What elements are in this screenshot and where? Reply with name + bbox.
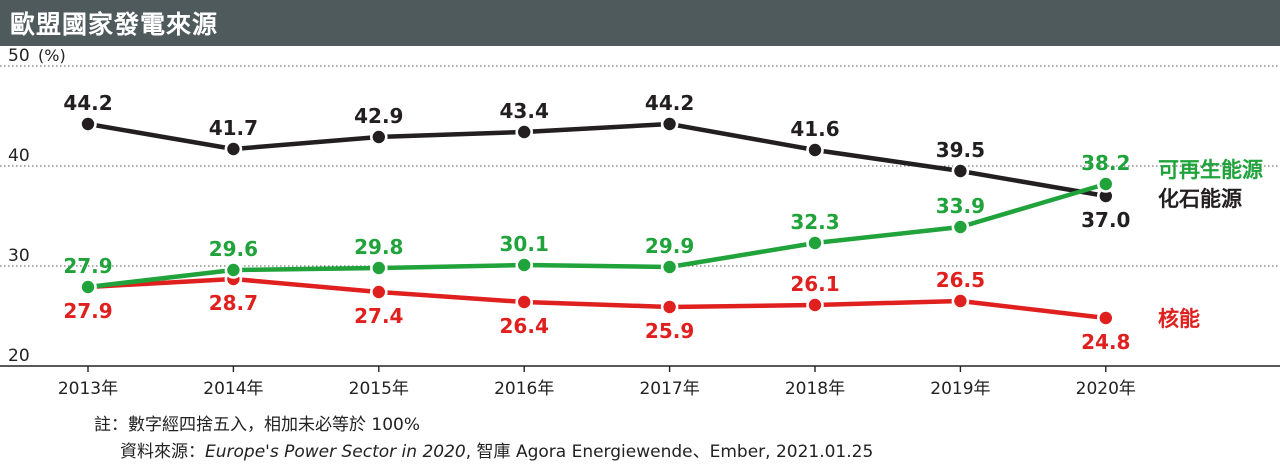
- notes: 註：數字經四捨五入，相加未必等於 100% 資料來源：Europe's Powe…: [94, 412, 873, 466]
- series-label: 核能: [1158, 307, 1200, 331]
- data-point: [660, 298, 679, 316]
- data-point: [806, 141, 824, 159]
- line-chart: 20 30 40 50 (%) 2013年 2014年 2015年 2016年 2017年 2018…: [0, 46, 1280, 399]
- data-point: [224, 261, 243, 279]
- data-label: 27.9: [63, 299, 112, 323]
- data-label: 44.2: [645, 91, 694, 115]
- x-tick-label: 2020年: [1076, 379, 1136, 399]
- data-label: 37.0: [1081, 208, 1130, 232]
- data-label: 30.1: [500, 232, 549, 256]
- source-rest: , 智庫 Agora Energiewende、Ember, 2021.01.2…: [465, 442, 874, 462]
- data-label: 25.9: [645, 319, 694, 343]
- source-prefix: 資料來源：: [120, 442, 205, 462]
- source-text: 資料來源：Europe's Power Sector in 2020, 智庫 A…: [94, 439, 873, 466]
- data-point: [951, 162, 970, 180]
- data-label: 41.7: [209, 116, 258, 140]
- data-label: 26.1: [790, 272, 839, 296]
- data-point: [806, 234, 824, 252]
- data-label: 41.6: [790, 117, 839, 141]
- series-label: 化石能源: [1158, 187, 1242, 211]
- data-point: [79, 115, 97, 133]
- data-label: 29.8: [354, 235, 403, 259]
- data-label: 29.6: [209, 237, 258, 261]
- data-label: 26.5: [936, 268, 985, 292]
- data-label: 27.9: [63, 254, 112, 278]
- series-line-可再生能源: [87, 181, 1107, 290]
- data-label: 29.9: [645, 234, 694, 258]
- y-tick-label: 20: [8, 346, 30, 366]
- data-label: 27.4: [354, 304, 403, 328]
- y-unit-label: (%): [38, 46, 66, 65]
- title-bar: 歐盟國家發電來源: [0, 0, 1280, 46]
- x-tick-label: 2018年: [785, 379, 845, 399]
- data-point: [1097, 309, 1115, 327]
- series-label: 可再生能源: [1158, 158, 1263, 182]
- data-point: [369, 128, 388, 146]
- chart-title: 歐盟國家發電來源: [10, 10, 219, 39]
- data-label: 38.2: [1081, 151, 1130, 175]
- data-point: [369, 259, 388, 277]
- x-tick-label: 2019年: [930, 379, 990, 399]
- data-point: [660, 115, 679, 133]
- data-point: [951, 292, 970, 310]
- data-point: [515, 123, 534, 141]
- y-tick-label: 40: [8, 146, 30, 166]
- data-label: 32.3: [790, 210, 839, 234]
- y-tick-label: 30: [8, 246, 30, 266]
- data-point: [951, 218, 970, 236]
- data-point: [515, 256, 534, 274]
- data-point: [515, 293, 534, 311]
- data-label: 39.5: [936, 138, 985, 162]
- x-tick-label: 2016年: [494, 379, 554, 399]
- data-label: 26.4: [500, 314, 549, 338]
- series-line-核能: [87, 276, 1107, 321]
- data-point: [79, 278, 97, 296]
- y-tick-label: 50: [8, 46, 30, 66]
- data-point: [1097, 175, 1115, 193]
- series-line-化石能源: [87, 121, 1107, 199]
- data-point: [369, 283, 388, 301]
- source-title: Europe's Power Sector in 2020: [205, 442, 466, 462]
- x-tick-label: 2015年: [349, 379, 409, 399]
- data-point: [660, 258, 679, 276]
- data-label: 43.4: [500, 99, 549, 123]
- data-label: 28.7: [209, 291, 258, 315]
- note-text: 註：數字經四捨五入，相加未必等於 100%: [94, 415, 421, 435]
- data-label: 33.9: [936, 194, 985, 218]
- data-label: 44.2: [63, 91, 112, 115]
- data-point: [224, 140, 243, 158]
- x-tick-label: 2013年: [58, 379, 118, 399]
- x-tick-label: 2017年: [639, 379, 699, 399]
- data-point: [806, 296, 824, 314]
- data-label: 24.8: [1081, 330, 1130, 354]
- x-tick-label: 2014年: [203, 379, 263, 399]
- data-label: 42.9: [354, 104, 403, 128]
